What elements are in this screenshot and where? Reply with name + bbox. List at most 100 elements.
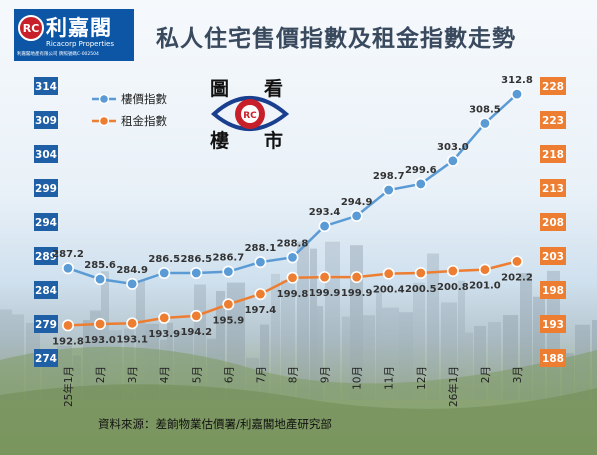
- left-axis-badge: [34, 349, 58, 367]
- data-label: 193.0: [84, 335, 116, 346]
- data-label: 293.4: [309, 207, 341, 218]
- emblem-char-3: 樓: [210, 130, 230, 152]
- data-label: 286.5: [148, 254, 180, 265]
- brand-english: Ricacorp Properties: [46, 40, 115, 48]
- left-axis-tick: 279: [35, 319, 57, 331]
- legend-label: 樓價指數: [121, 92, 167, 106]
- left-axis-badge: [34, 145, 58, 163]
- data-point: [158, 266, 171, 279]
- right-axis-tick: 223: [542, 115, 564, 127]
- left-axis-tick: 289: [35, 251, 57, 263]
- x-tick-label: 6月: [223, 366, 235, 383]
- source-note: 資料來源：差餉物業估價署/利嘉閣地產研究部: [98, 417, 332, 431]
- right-axis-tick: 203: [542, 251, 564, 263]
- data-label: 299.6: [405, 165, 437, 176]
- brand-logo: RC 利嘉閣 Ricacorp Properties 利嘉閣地產有限公司 牌照號…: [14, 9, 134, 61]
- right-axis-badge: [540, 213, 566, 231]
- data-point: [126, 277, 139, 290]
- emblem-char-2: 看: [264, 78, 284, 100]
- data-point: [254, 256, 267, 269]
- data-label: 298.7: [373, 171, 405, 182]
- data-point: [350, 271, 363, 284]
- data-point: [446, 264, 459, 277]
- data-label: 193.1: [116, 334, 148, 345]
- legend-label: 租金指數: [121, 114, 167, 128]
- x-tick-label: 4月: [159, 366, 171, 383]
- x-tick-label: 7月: [255, 366, 267, 383]
- data-label: 199.9: [309, 288, 341, 299]
- left-axis-tick: 274: [35, 353, 57, 365]
- data-label: 199.8: [277, 289, 309, 300]
- data-label: 200.8: [437, 282, 469, 293]
- x-tick-label: 11月: [384, 366, 396, 390]
- right-axis-badge: [540, 179, 566, 197]
- right-axis-badge: [540, 247, 566, 265]
- data-point: [222, 265, 235, 278]
- data-label: 287.2: [52, 249, 84, 260]
- right-axis-badge: [540, 349, 566, 367]
- brand-name: 利嘉閣: [46, 15, 112, 40]
- right-axis-badge: [540, 315, 566, 333]
- data-label: 202.2: [501, 272, 533, 283]
- data-label: 286.7: [213, 253, 245, 264]
- data-point: [382, 184, 395, 197]
- data-label: 197.4: [245, 305, 277, 316]
- data-label: 193.9: [148, 329, 180, 340]
- left-axis-tick: 304: [35, 149, 57, 161]
- emblem: RC 圖 看 樓 市: [208, 74, 290, 152]
- left-axis-badge: [34, 111, 58, 129]
- data-label: 284.9: [116, 265, 148, 276]
- data-point: [350, 209, 363, 222]
- data-label: 288.8: [277, 238, 309, 249]
- data-point: [510, 88, 523, 101]
- data-point: [190, 266, 203, 279]
- data-point: [61, 319, 74, 332]
- emblem-char-1: 圖: [210, 78, 230, 100]
- x-tick-label: 10月: [352, 366, 364, 390]
- x-tick-label: 8月: [288, 366, 300, 383]
- data-label: 194.2: [180, 327, 212, 338]
- data-point: [510, 255, 523, 268]
- legend-swatch-marker: [98, 115, 110, 127]
- right-axis-tick: 228: [542, 81, 564, 93]
- data-label: 200.5: [405, 284, 437, 295]
- right-axis-tick: 193: [542, 319, 564, 331]
- data-label: 294.9: [341, 197, 373, 208]
- data-point: [158, 311, 171, 324]
- left-axis-badge: [34, 315, 58, 333]
- data-point: [446, 154, 459, 167]
- x-tick-label: 26年1月: [447, 366, 460, 407]
- right-axis-tick: 198: [542, 285, 564, 297]
- left-axis-tick: 284: [35, 285, 57, 297]
- data-point: [126, 317, 139, 330]
- x-tick-label: 25年1月: [62, 366, 75, 407]
- data-point: [382, 267, 395, 280]
- left-axis-tick: 309: [35, 115, 57, 127]
- data-point: [414, 266, 427, 279]
- right-axis-badge: [540, 111, 566, 129]
- left-axis-badge: [34, 179, 58, 197]
- left-axis-badge: [34, 213, 58, 231]
- data-point: [478, 263, 491, 276]
- left-axis-tick: 299: [35, 183, 57, 195]
- x-tick-label: 5月: [191, 366, 203, 383]
- data-point: [414, 177, 427, 190]
- data-point: [254, 288, 267, 301]
- data-point: [286, 271, 299, 284]
- svg-text:RC: RC: [243, 111, 257, 121]
- x-tick-label: 2月: [95, 366, 107, 383]
- data-point: [61, 262, 74, 275]
- right-axis-tick: 188: [542, 353, 564, 365]
- chart-title: 私人住宅售價指數及租金指數走勢: [156, 26, 516, 52]
- data-point: [94, 273, 107, 286]
- data-label: 192.8: [52, 336, 84, 347]
- right-axis-tick: 218: [542, 149, 564, 161]
- left-axis-badge: [34, 247, 58, 265]
- legend-swatch-marker: [98, 93, 110, 105]
- data-point: [286, 251, 299, 264]
- data-label: 195.9: [213, 315, 245, 326]
- right-axis-tick: 208: [542, 217, 564, 229]
- brand-license: 利嘉閣地產有限公司 牌照號碼C-002504: [17, 52, 99, 57]
